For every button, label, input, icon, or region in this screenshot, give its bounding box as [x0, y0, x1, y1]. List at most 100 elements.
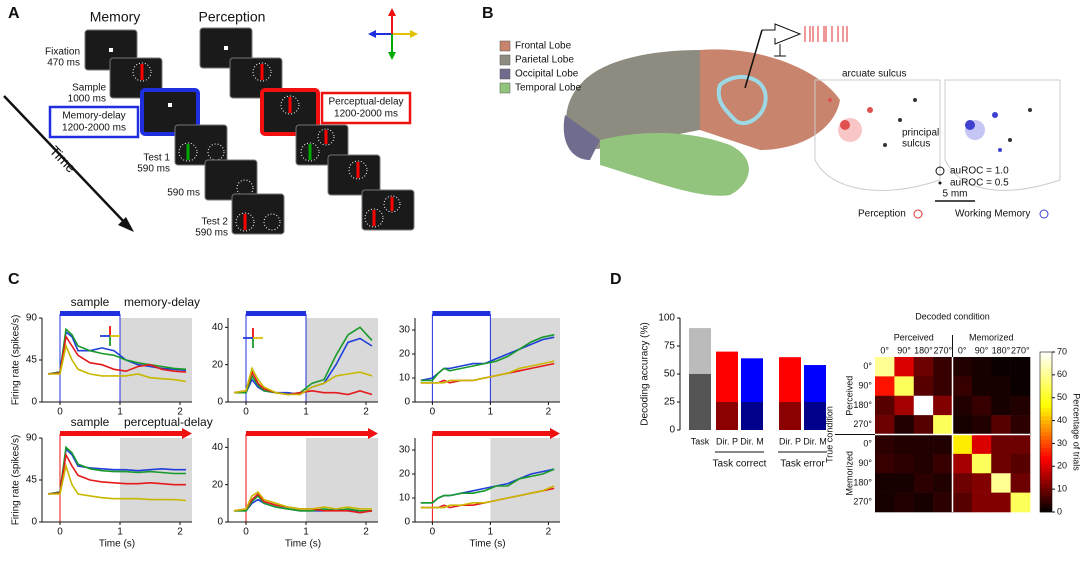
- sulcus-label: principal: [902, 128, 939, 139]
- row-group: Memorized: [844, 451, 854, 496]
- bar: [804, 365, 826, 402]
- step-duration: 590 ms: [167, 188, 200, 199]
- heat-cell: [894, 395, 915, 416]
- heat-cell: [875, 415, 895, 435]
- heat-cell: [971, 453, 992, 474]
- heat-cell: [952, 434, 973, 455]
- y-tick-label: 10: [399, 493, 411, 504]
- heat-cell: [971, 415, 992, 435]
- heat-cell: [991, 492, 1011, 513]
- heat-cell: [991, 434, 1011, 455]
- colorbar-label: Percentage of trials: [1072, 393, 1082, 471]
- heat-cell: [894, 415, 915, 435]
- heat-cell: [933, 395, 953, 416]
- series-line: [234, 494, 372, 512]
- legend-swatch: [499, 68, 511, 80]
- panel-a: A Memory Perception Fixation 470 ms Samp…: [3, 5, 418, 239]
- colorbar-step: [1040, 424, 1052, 429]
- colorbar-tick-label: 20: [1057, 461, 1067, 471]
- colorbar-tick-label: 10: [1057, 484, 1067, 494]
- y-axis-label: Firing rate (spikes/s): [11, 435, 22, 526]
- bar: [689, 328, 711, 374]
- heat-cell: [913, 376, 934, 397]
- col-group: Memorized: [969, 332, 1014, 342]
- heat-cell: [933, 357, 953, 377]
- x-tick-label: 0: [243, 407, 249, 418]
- heat-cell: [971, 473, 992, 493]
- colorbar-step: [1040, 504, 1052, 509]
- step-label: Fixation: [45, 47, 80, 58]
- row-group: Perceived: [844, 376, 854, 416]
- colorbar-step: [1040, 376, 1052, 381]
- panel-b: B arcuate sulcus principal sulcus auROC …: [482, 5, 1061, 220]
- series-line: [48, 343, 187, 383]
- heat-cell: [952, 473, 973, 493]
- heat-cell: [875, 434, 895, 455]
- heat-cell: [991, 376, 1011, 397]
- row-label: 90°: [858, 380, 872, 390]
- legend-swatch: [499, 40, 511, 52]
- colorbar-step: [1040, 500, 1052, 505]
- x-tick-label: 0: [430, 527, 436, 538]
- colorbar-step: [1040, 440, 1052, 445]
- shade: [490, 438, 560, 522]
- heat-cell: [894, 473, 915, 493]
- colorbar-step: [1040, 396, 1052, 401]
- heat-cell: [913, 415, 934, 435]
- col-label: 0°: [958, 345, 967, 355]
- x-tick-label: 2: [546, 407, 552, 418]
- series-line: [47, 334, 187, 375]
- stimulus-arrow: [550, 428, 560, 439]
- step-duration: 590 ms: [137, 164, 170, 175]
- bar: [716, 402, 738, 430]
- x-axis-label: Time (s): [469, 539, 505, 550]
- legend-swatch: [499, 54, 511, 66]
- heat-cell: [1010, 376, 1031, 397]
- step-label: Test 2: [201, 217, 228, 228]
- heat-cell: [1010, 473, 1031, 493]
- direction-cross: [368, 8, 418, 60]
- heat-cell: [933, 453, 953, 474]
- row-label: 180°: [853, 477, 872, 487]
- stimulus-bar: [60, 431, 186, 436]
- heat-cell: [913, 492, 934, 513]
- heat-cell: [875, 395, 895, 416]
- colorbar-step: [1040, 400, 1052, 405]
- colorbar-step: [1040, 444, 1052, 449]
- y-axis-label: True condition: [824, 406, 834, 463]
- panel-label: A: [8, 5, 20, 22]
- heat-cell: [894, 434, 915, 455]
- heat-cell: [971, 376, 992, 397]
- heat-cell: [1010, 453, 1031, 474]
- step-label: Memory-delay: [62, 111, 125, 122]
- map-label: Perception: [858, 209, 906, 220]
- series-line: [420, 485, 555, 509]
- x-tick-label: 1: [488, 527, 494, 538]
- row-label: 270°: [853, 497, 872, 507]
- col-group: Perceived: [894, 332, 934, 342]
- col-label: 90°: [897, 345, 911, 355]
- colorbar-step: [1040, 408, 1052, 413]
- step-duration: 470 ms: [47, 58, 80, 69]
- heat-cell: [894, 357, 915, 377]
- heading: Perception: [199, 9, 266, 25]
- colorbar-step: [1040, 368, 1052, 373]
- y-tick-label: 25: [664, 397, 676, 408]
- colorbar-tick-label: 40: [1057, 415, 1067, 425]
- colorbar-step: [1040, 448, 1052, 453]
- colorbar-step: [1040, 364, 1052, 369]
- stimulus-bar: [432, 311, 491, 316]
- map-label: Working Memory: [955, 209, 1030, 220]
- colorbar-step: [1040, 432, 1052, 437]
- heat-cell: [1010, 357, 1031, 377]
- step-label: Perceptual-delay: [328, 97, 403, 108]
- heading: Memory: [90, 9, 141, 25]
- colorbar-step: [1040, 380, 1052, 385]
- heat-cell: [894, 453, 915, 474]
- heat-cell: [913, 357, 934, 377]
- step-duration: 1200-2000 ms: [62, 123, 126, 134]
- colorbar-step: [1040, 460, 1052, 465]
- bar: [779, 402, 801, 430]
- heat-cell: [991, 415, 1011, 435]
- heat-cell: [875, 376, 895, 397]
